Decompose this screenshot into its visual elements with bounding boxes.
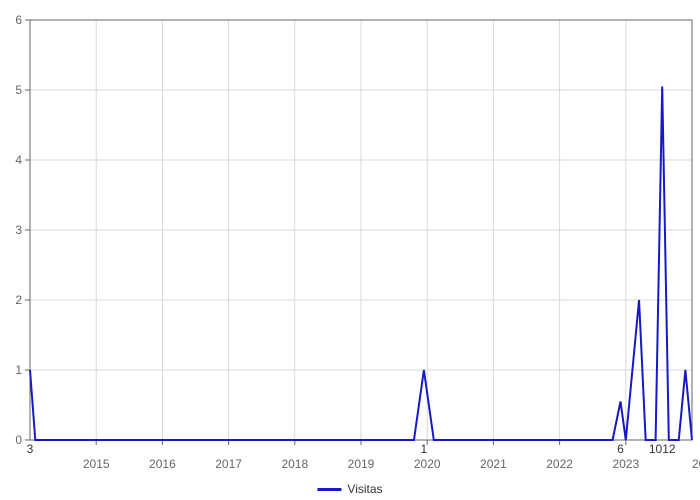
y-tick-label: 3 bbox=[15, 223, 22, 237]
x-tick-label: 2015 bbox=[83, 457, 110, 471]
x-secondary-label: 1 bbox=[421, 442, 428, 456]
x-secondary-label: 3 bbox=[27, 442, 34, 456]
x-secondary-label: 1012 bbox=[649, 442, 676, 456]
x-tick-label: 202 bbox=[692, 457, 700, 471]
y-tick-label: 1 bbox=[15, 363, 22, 377]
chart-bg bbox=[0, 0, 700, 500]
legend: Visitas bbox=[317, 482, 382, 496]
x-tick-label: 2016 bbox=[149, 457, 176, 471]
y-tick-label: 6 bbox=[15, 13, 22, 27]
x-tick-label: 2017 bbox=[215, 457, 242, 471]
x-tick-label: 2018 bbox=[281, 457, 308, 471]
y-tick-label: 0 bbox=[15, 433, 22, 447]
x-tick-label: 2020 bbox=[414, 457, 441, 471]
x-secondary-label: 6 bbox=[617, 442, 624, 456]
x-tick-label: 2021 bbox=[480, 457, 507, 471]
y-tick-label: 5 bbox=[15, 83, 22, 97]
x-tick-label: 2023 bbox=[612, 457, 639, 471]
x-tick-label: 2019 bbox=[348, 457, 375, 471]
legend-label: Visitas bbox=[347, 482, 382, 496]
x-tick-label: 2022 bbox=[546, 457, 573, 471]
line-chart: 0123456201520162017201820192020202120222… bbox=[0, 0, 700, 500]
y-tick-label: 2 bbox=[15, 293, 22, 307]
y-tick-label: 4 bbox=[15, 153, 22, 167]
legend-swatch bbox=[317, 488, 341, 491]
